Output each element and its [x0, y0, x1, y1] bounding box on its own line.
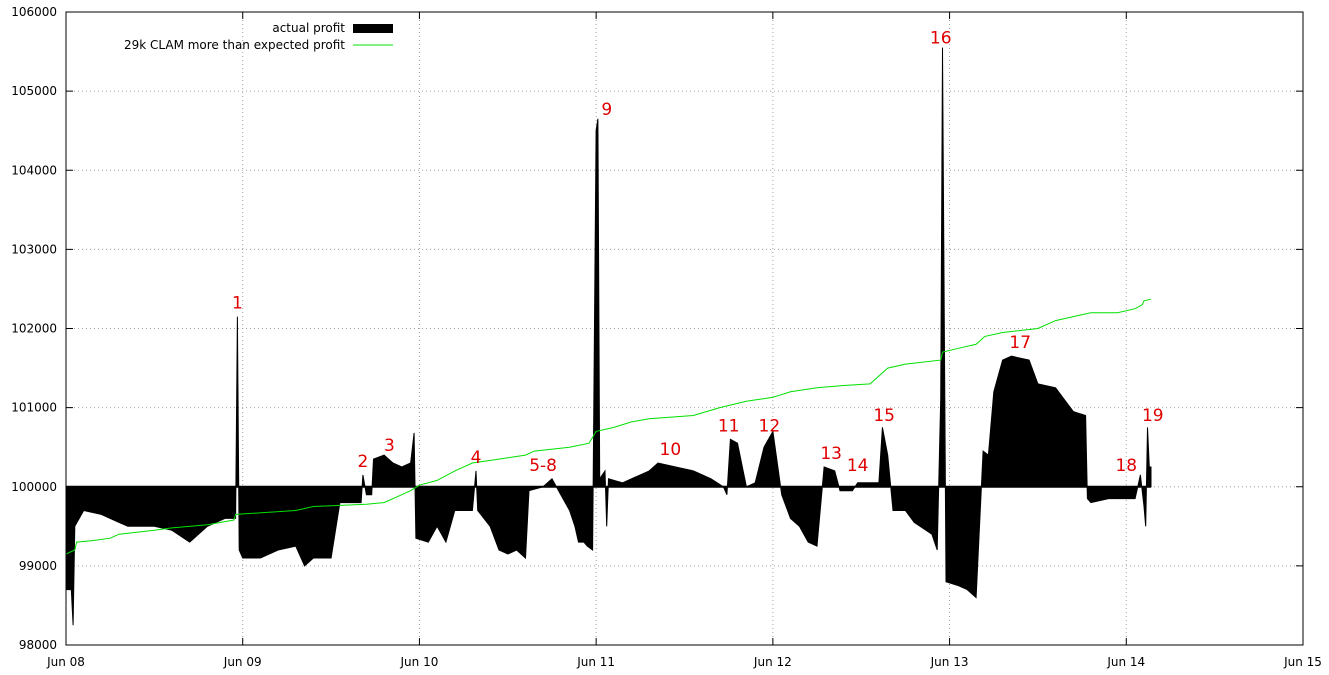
expected-profit-line-group	[65, 298, 1152, 555]
event-annotation: 17	[1009, 333, 1031, 353]
y-tick-label: 98000	[19, 638, 57, 652]
event-annotation: 10	[660, 440, 682, 460]
legend-swatch-actual-profit	[353, 24, 393, 33]
x-tick-label: Jun 14	[1106, 655, 1145, 669]
legend-label: 29k CLAM more than expected profit	[124, 38, 345, 52]
event-annotation: 4	[471, 448, 482, 468]
event-annotation: 14	[847, 456, 869, 476]
series-actual-profit-area	[65, 47, 1152, 626]
event-annotation: 12	[759, 416, 781, 436]
event-annotation: 18	[1115, 456, 1137, 476]
y-tick-label: 106000	[11, 5, 57, 19]
event-annotation: 9	[601, 100, 612, 120]
event-annotation: 3	[384, 436, 395, 456]
event-annotation: 19	[1142, 406, 1164, 426]
y-tick-label: 104000	[11, 163, 57, 177]
series-expected-profit-line	[65, 298, 1152, 555]
axes	[65, 11, 1304, 646]
x-tick-label: Jun 09	[223, 655, 262, 669]
event-annotation: 5-8	[529, 456, 557, 476]
tick-labels: Jun 08 Jun 09 Jun 10 Jun 11 Jun 12 Jun 13 Jun …	[11, 5, 1322, 669]
event-annotation: 2	[357, 452, 368, 472]
event-annotation: 1	[232, 294, 243, 314]
y-tick-label: 100000	[11, 480, 57, 494]
x-tick-label: Jun 13	[930, 655, 969, 669]
x-tick-label: Jun 12	[753, 655, 792, 669]
legend-label: actual profit	[272, 21, 345, 35]
event-annotation: 15	[873, 406, 895, 426]
x-tick-label: Jun 10	[400, 655, 439, 669]
y-tick-label: 102000	[11, 322, 57, 336]
actual-profit-area	[65, 47, 1152, 626]
event-annotation: 13	[820, 444, 842, 464]
x-tick-label: Jun 08	[46, 655, 85, 669]
event-annotation: 16	[930, 29, 952, 49]
y-tick-label: 103000	[11, 242, 57, 256]
x-tick-label: Jun 15	[1283, 655, 1322, 669]
event-annotation: 11	[718, 416, 740, 436]
y-tick-label: 105000	[11, 84, 57, 98]
y-tick-label: 99000	[19, 559, 57, 573]
y-tick-label: 101000	[11, 401, 57, 415]
x-tick-label: Jun 11	[576, 655, 615, 669]
legend: actual profit 29k CLAM more than expected…	[124, 21, 393, 52]
